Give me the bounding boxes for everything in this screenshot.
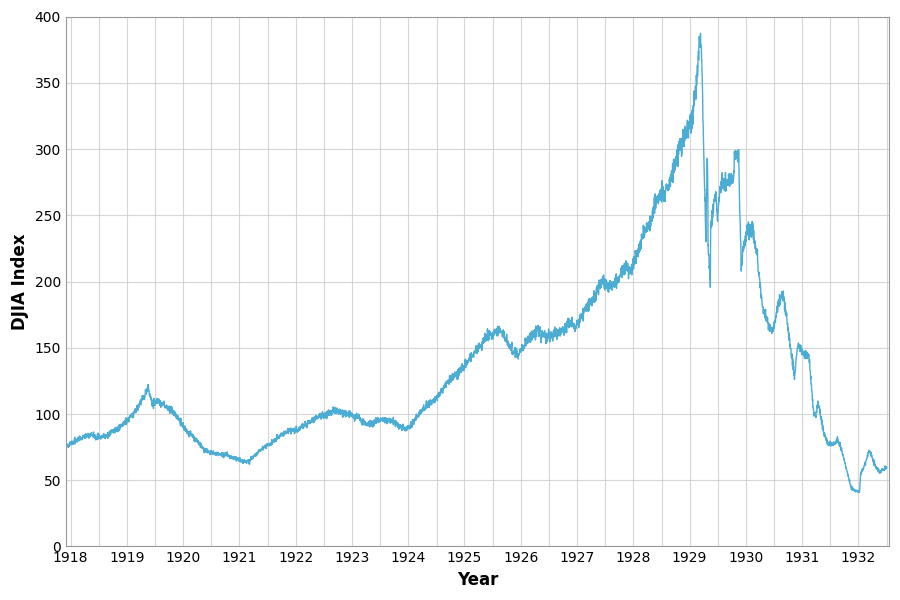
Y-axis label: DJIA Index: DJIA Index xyxy=(11,233,29,330)
X-axis label: Year: Year xyxy=(456,571,498,589)
